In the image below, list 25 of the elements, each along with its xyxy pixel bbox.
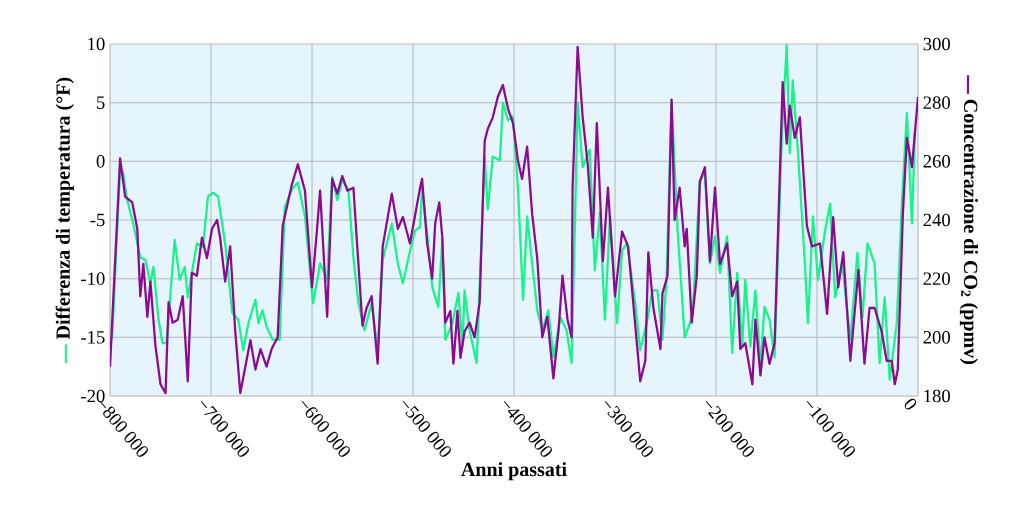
y2-tick-label: 180 — [924, 389, 950, 403]
x-tick-label: −300 000 — [604, 400, 653, 457]
x-tick-label: 0 — [904, 398, 917, 410]
x-tick-label: −700 000 — [200, 400, 249, 457]
x-tick-label: −500 000 — [402, 400, 451, 457]
x-tick-label: −100 000 — [806, 400, 855, 457]
y2-tick-label: 280 — [923, 96, 950, 109]
y-tick-label: 5 — [97, 96, 105, 109]
y2-tick-label: 220 — [923, 272, 950, 285]
y2-tick-label: 300 — [923, 37, 950, 51]
x-tick-label: −600 000 — [301, 400, 350, 457]
x-axis-title: Anni passati — [461, 462, 567, 481]
y-tick-label: 10 — [88, 37, 105, 51]
y-tick-label: 0 — [96, 155, 105, 168]
x-tick-label: −200 000 — [705, 400, 754, 457]
y-tick-label: -10 — [81, 272, 105, 285]
y2-tick-label: 240 — [923, 213, 950, 227]
y-tick-label: -5 — [90, 213, 105, 227]
y2-tick-label: 260 — [923, 155, 950, 168]
x-tick-label: −400 000 — [503, 400, 552, 457]
y-tick-label: -15 — [81, 331, 105, 344]
y-axis-title: Differenza di temperatura (°F) — [55, 77, 74, 340]
y-tick-label: -20 — [81, 389, 105, 403]
y2-axis-title: Concentrazione di CO$_{2}$ (ppmv) — [959, 99, 978, 364]
y2-tick-label: 200 — [923, 331, 950, 344]
